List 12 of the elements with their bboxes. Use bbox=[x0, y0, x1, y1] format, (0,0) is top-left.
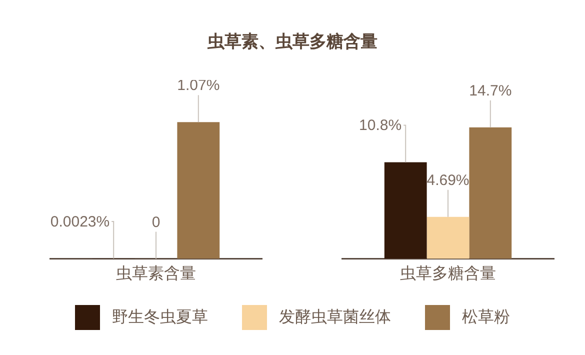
legend-label: 松草粉 bbox=[462, 307, 510, 328]
legend-label: 发酵虫草菌丝体 bbox=[279, 307, 391, 328]
data-label: 1.07% bbox=[177, 77, 220, 94]
data-label: 0.0023% bbox=[50, 214, 110, 231]
legend-label: 野生冬虫夏草 bbox=[112, 307, 208, 328]
x-tick-label: 虫草多糖含量 bbox=[400, 264, 496, 283]
data-label: 14.7% bbox=[469, 82, 512, 100]
x-tick-label: 虫草素含量 bbox=[116, 264, 196, 283]
chart-title: 虫草素、虫草多糖含量 bbox=[206, 31, 378, 53]
data-label: 10.8% bbox=[359, 117, 402, 134]
data-label: 0 bbox=[152, 214, 160, 231]
data-label: 4.69% bbox=[426, 172, 470, 189]
